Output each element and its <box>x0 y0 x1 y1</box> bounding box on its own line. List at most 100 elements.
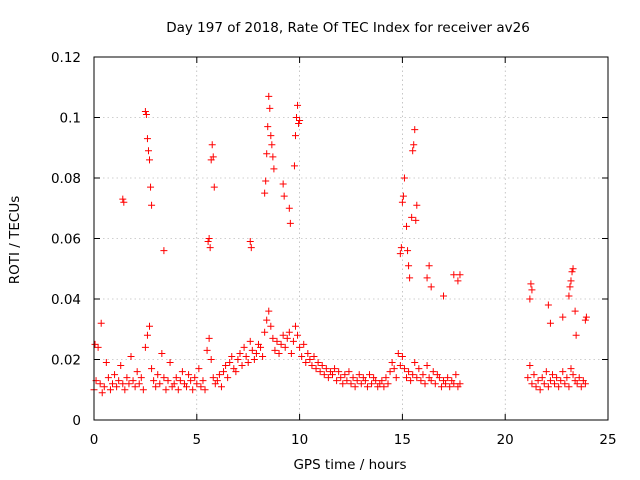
data-point <box>397 244 405 252</box>
data-point <box>524 374 532 382</box>
data-point <box>129 377 137 385</box>
data-point <box>412 216 420 224</box>
x-tick-label: 15 <box>394 432 411 448</box>
data-point <box>565 383 573 391</box>
data-point <box>404 247 412 255</box>
data-point <box>262 177 270 185</box>
data-point <box>215 371 223 379</box>
data-point <box>281 343 289 351</box>
data-point <box>425 262 433 270</box>
data-point <box>263 150 271 158</box>
data-point <box>361 377 369 385</box>
data-point <box>104 374 112 382</box>
data-point <box>306 356 314 363</box>
data-point <box>452 371 460 379</box>
data-point <box>565 292 573 300</box>
data-point <box>567 365 575 373</box>
data-point <box>339 380 347 388</box>
data-point <box>534 377 542 385</box>
data-point <box>394 349 402 357</box>
data-point <box>271 346 279 354</box>
data-point <box>386 368 394 376</box>
data-point <box>234 356 242 363</box>
data-point <box>131 383 139 391</box>
data-point <box>568 268 576 276</box>
data-point <box>98 389 106 397</box>
data-point <box>143 331 151 339</box>
data-point <box>396 362 404 370</box>
data-point <box>206 244 214 252</box>
data-point <box>195 365 203 373</box>
data-point <box>429 368 437 376</box>
data-point <box>266 104 274 112</box>
data-point <box>119 380 127 388</box>
data-point <box>146 156 154 164</box>
data-point <box>147 183 155 191</box>
data-point <box>279 331 287 339</box>
y-tick-label: 0.02 <box>51 353 81 369</box>
data-point <box>197 383 205 391</box>
data-point <box>312 365 320 373</box>
data-point <box>160 374 168 382</box>
data-point <box>291 322 299 330</box>
data-point <box>265 307 273 315</box>
data-point <box>528 380 536 388</box>
y-tick-label: 0.08 <box>51 171 81 187</box>
data-point <box>268 141 276 149</box>
data-point <box>295 120 303 128</box>
data-point <box>199 377 207 385</box>
data-point <box>294 331 302 339</box>
data-point <box>536 386 544 394</box>
data-point <box>302 359 310 367</box>
data-point <box>427 377 435 385</box>
data-point <box>285 204 293 212</box>
data-point <box>244 359 252 367</box>
data-point <box>380 383 388 391</box>
data-point <box>324 374 332 382</box>
data-point <box>289 337 297 345</box>
data-point <box>437 383 445 391</box>
data-point <box>203 346 211 354</box>
data-point <box>363 383 371 391</box>
data-point <box>542 368 550 376</box>
data-point <box>185 371 193 379</box>
data-point <box>125 380 133 388</box>
data-point <box>341 371 349 379</box>
data-point <box>267 322 275 330</box>
data-point <box>172 374 180 382</box>
data-point <box>100 383 108 391</box>
x-axis-label: GPS time / hours <box>293 457 406 473</box>
data-point <box>421 380 429 388</box>
data-point <box>411 126 419 134</box>
data-point <box>308 362 316 370</box>
data-point <box>410 141 418 149</box>
data-point <box>265 92 273 100</box>
data-point <box>435 374 443 382</box>
data-point <box>156 380 164 388</box>
data-point <box>273 337 281 345</box>
data-point <box>261 189 269 197</box>
x-tick-labels: 0 5 10 15 20 25 <box>90 432 617 448</box>
data-point <box>296 117 304 125</box>
data-point <box>456 271 464 279</box>
data-point <box>246 337 254 345</box>
data-point <box>144 147 152 155</box>
data-point <box>127 352 135 360</box>
data-point <box>333 377 341 385</box>
data-point <box>396 250 404 258</box>
axis-ticks <box>93 56 609 421</box>
data-point <box>296 343 304 351</box>
data-point <box>160 247 168 255</box>
data-point <box>298 352 306 360</box>
data-point <box>454 277 462 285</box>
data-point <box>148 201 156 209</box>
data-point <box>285 328 293 336</box>
y-tick-label: 0.12 <box>51 50 81 66</box>
data-point <box>357 380 365 388</box>
data-point <box>569 265 577 273</box>
data-point <box>210 183 218 191</box>
data-point <box>337 374 345 382</box>
data-point <box>166 359 174 367</box>
data-point <box>409 371 417 379</box>
data-point <box>208 141 216 149</box>
